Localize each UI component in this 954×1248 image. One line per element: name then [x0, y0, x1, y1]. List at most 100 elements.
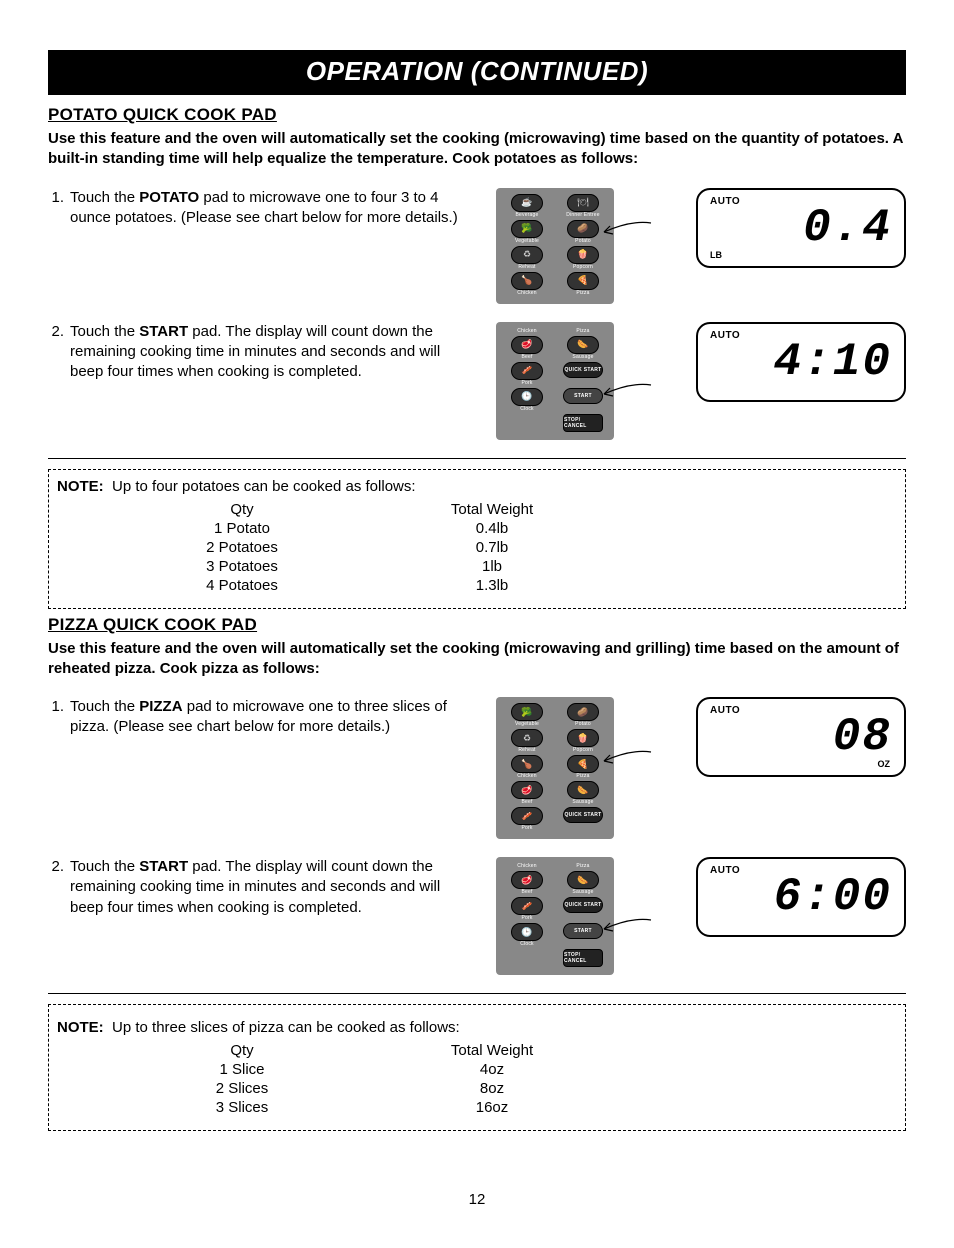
beef-icon: 🥩: [521, 876, 532, 885]
pork-button[interactable]: 🥓: [511, 897, 543, 915]
sausage-button[interactable]: 🌭: [567, 336, 599, 354]
pizza-weight-table: Qty Total Weight 1 Slice4oz 2 Slices8oz …: [117, 1042, 897, 1116]
note-label: NOTE:: [57, 1019, 104, 1036]
pork-button[interactable]: 🥓: [511, 362, 543, 380]
pizza-step-1: 1. Touch the PIZZA pad to microwave one …: [48, 697, 906, 839]
keypad-label: Chicken: [517, 329, 536, 334]
popcorn-icon: 🍿: [577, 250, 588, 259]
pizza-section-intro: Use this feature and the oven will autom…: [48, 639, 906, 680]
pork-icon: 🥓: [521, 812, 532, 821]
sausage-icon: 🌭: [577, 876, 588, 885]
sausage-icon: 🌭: [577, 340, 588, 349]
potato-step-1: 1. Touch the POTATO pad to microwave one…: [48, 188, 906, 304]
table-cell: 3 Slices: [117, 1099, 367, 1116]
display-value: 6:00: [710, 874, 892, 920]
display-pizza-2: AUTO 6:00: [696, 857, 906, 937]
vegetable-button[interactable]: 🥦: [511, 703, 543, 721]
display-value: 4:10: [710, 339, 892, 385]
clock-icon: 🕒: [521, 928, 532, 937]
clock-icon: 🕒: [521, 392, 532, 401]
reheat-icon: ♻: [523, 250, 531, 259]
step-text: Touch the START pad. The display will co…: [70, 322, 470, 383]
plate-icon: 🍽: [577, 198, 588, 207]
reheat-button[interactable]: ♻: [511, 729, 543, 747]
beverage-button[interactable]: ☕: [511, 194, 543, 212]
quick-start-button[interactable]: QUICK START: [563, 897, 603, 913]
potato-button[interactable]: 🥔: [567, 703, 599, 721]
beef-button[interactable]: 🥩: [511, 781, 543, 799]
reheat-button[interactable]: ♻: [511, 246, 543, 264]
table-cell: 8oz: [367, 1080, 617, 1097]
vegetable-button[interactable]: 🥦: [511, 220, 543, 238]
clock-button[interactable]: 🕒: [511, 923, 543, 941]
note-label: NOTE:: [57, 478, 104, 495]
page-banner: OPERATION (CONTINUED): [48, 50, 906, 95]
potato-note-box: NOTE: Up to four potatoes can be cooked …: [48, 469, 906, 609]
potato-icon: 🥔: [577, 224, 588, 233]
start-button[interactable]: START: [563, 923, 603, 939]
beef-button[interactable]: 🥩: [511, 871, 543, 889]
stop-cancel-button[interactable]: STOP/ CANCEL: [563, 949, 603, 967]
quick-start-button[interactable]: QUICK START: [563, 362, 603, 378]
table-cell: 4 Potatoes: [117, 577, 367, 594]
pizza-button[interactable]: 🍕: [567, 272, 599, 290]
display-pizza-1: AUTO 08 OZ: [696, 697, 906, 777]
keypad-label: Potato: [575, 239, 591, 244]
keypad-label: Sausage: [572, 800, 593, 805]
sausage-button[interactable]: 🌭: [567, 781, 599, 799]
display-unit: OZ: [878, 759, 891, 769]
start-button[interactable]: START: [563, 388, 603, 404]
table-cell: 16oz: [367, 1099, 617, 1116]
table-cell: 2 Slices: [117, 1080, 367, 1097]
display-potato-2: AUTO 4:10: [696, 322, 906, 402]
chicken-icon: 🍗: [521, 760, 532, 769]
table-cell: 1lb: [367, 558, 617, 575]
clock-button[interactable]: 🕒: [511, 388, 543, 406]
step-number: 2.: [48, 322, 70, 340]
chicken-button[interactable]: 🍗: [511, 755, 543, 773]
table-cell: 1.3lb: [367, 577, 617, 594]
dinner-button[interactable]: 🍽: [567, 194, 599, 212]
keypad-label: Beef: [521, 800, 532, 805]
chicken-button[interactable]: 🍗: [511, 272, 543, 290]
keypad-label: Pizza: [576, 864, 589, 869]
stop-cancel-button[interactable]: STOP/ CANCEL: [563, 414, 603, 432]
pork-button[interactable]: 🥓: [511, 807, 543, 825]
keypad-label: Chicken: [517, 864, 536, 869]
step-text-pre: Touch the: [70, 323, 139, 340]
keypad-label: Sausage: [572, 355, 593, 360]
step-text-pre: Touch the: [70, 858, 139, 875]
keypad-label: Sausage: [572, 890, 593, 895]
note-intro: Up to three slices of pizza can be cooke…: [112, 1019, 460, 1036]
step-text-bold: START: [139, 323, 188, 340]
table-header-weight: Total Weight: [367, 1042, 617, 1059]
popcorn-button[interactable]: 🍿: [567, 246, 599, 264]
potato-button[interactable]: 🥔: [567, 220, 599, 238]
keypad-pizza-1: 🥦Vegetable 🥔Potato ♻Reheat 🍿Popcorn 🍗Chi…: [496, 697, 614, 839]
step-number: 1.: [48, 188, 70, 206]
quick-start-button[interactable]: QUICK START: [563, 807, 603, 823]
potato-weight-table: Qty Total Weight 1 Potato0.4lb 2 Potatoe…: [117, 501, 897, 594]
pizza-icon: 🍕: [577, 276, 588, 285]
keypad-pizza-2: Chicken Pizza 🥩Beef 🌭Sausage 🥓Pork QUICK…: [496, 857, 614, 975]
potato-step-2: 2. Touch the START pad. The display will…: [48, 322, 906, 440]
step-text-bold: POTATO: [139, 189, 199, 206]
step-text-pre: Touch the: [70, 698, 139, 715]
sausage-button[interactable]: 🌭: [567, 871, 599, 889]
display-unit: LB: [710, 250, 722, 260]
keypad-label: Chicken: [517, 774, 536, 779]
reheat-icon: ♻: [523, 734, 531, 743]
keypad-label: Pork: [521, 916, 532, 921]
beef-button[interactable]: 🥩: [511, 336, 543, 354]
keypad-label: Pizza: [576, 329, 589, 334]
display-value: 0.4: [710, 205, 892, 251]
step-number: 1.: [48, 697, 70, 715]
popcorn-button[interactable]: 🍿: [567, 729, 599, 747]
keypad-label: Pizza: [576, 291, 589, 296]
beef-icon: 🥩: [521, 340, 532, 349]
pizza-button[interactable]: 🍕: [567, 755, 599, 773]
beef-icon: 🥩: [521, 786, 532, 795]
display-value: 08: [710, 714, 892, 760]
keypad-label: Clock: [520, 942, 534, 947]
step-text-pre: Touch the: [70, 189, 139, 206]
